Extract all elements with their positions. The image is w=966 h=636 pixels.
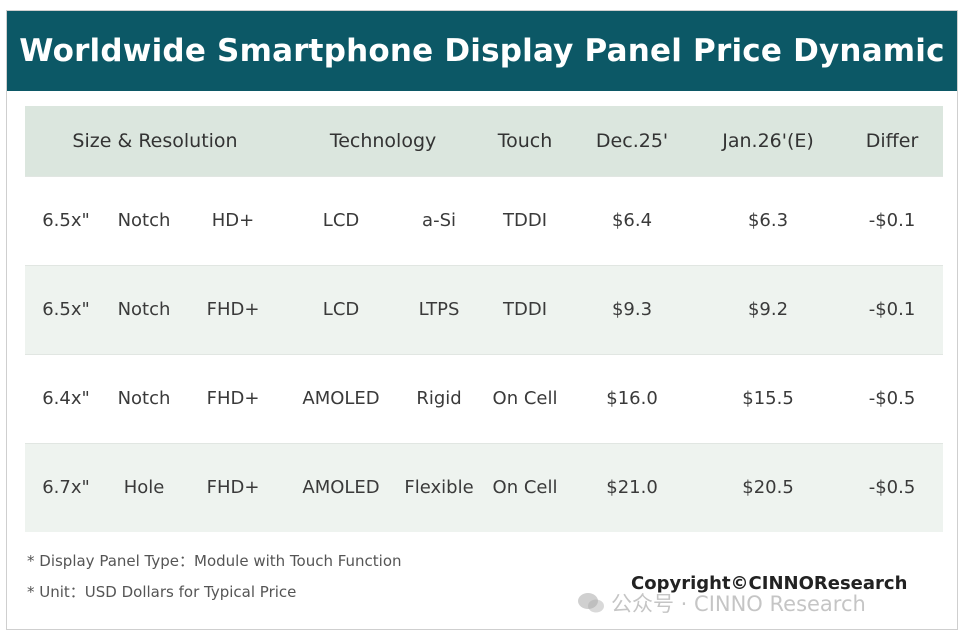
footnote-unit: * Unit：USD Dollars for Typical Price — [27, 583, 297, 601]
table-frame: Worldwide Smartphone Display Panel Price… — [6, 10, 958, 630]
cell-tech: LCD — [322, 299, 360, 320]
price-table: Size & Resolution Technology Touch Dec.2… — [25, 106, 944, 532]
cell-jan-price: $9.2 — [747, 299, 789, 320]
chart-title: Worldwide Smartphone Display Panel Price… — [19, 33, 945, 69]
header-differ: Differ — [865, 129, 919, 152]
cell-resolution: FHD+ — [206, 299, 260, 320]
cell-substrate: LTPS — [418, 299, 460, 320]
table-row: 6.5x" Notch HD+ LCD a-Si TDDI $6.4 $6.3 … — [25, 176, 944, 265]
cell-touch: TDDI — [503, 299, 548, 320]
cell-shape: Hole — [123, 477, 165, 499]
cell-shape: Notch — [117, 210, 171, 231]
cell-resolution: FHD+ — [206, 477, 260, 499]
cell-substrate: a-Si — [422, 210, 456, 231]
table-row: 6.4x" Notch FHD+ AMOLED Rigid On Cell $1… — [25, 354, 944, 443]
cell-jan-price: $15.5 — [742, 388, 794, 409]
table-header-row: Size & Resolution Technology Touch Dec.2… — [25, 106, 944, 176]
cell-size: 6.5x" — [42, 299, 90, 320]
cell-tech: AMOLED — [302, 388, 380, 409]
cell-resolution: HD+ — [211, 210, 255, 231]
header-jan: Jan.26'(E) — [722, 129, 814, 152]
cell-differ: -$0.1 — [868, 299, 916, 320]
cell-touch: On Cell — [492, 477, 558, 499]
cell-differ: -$0.5 — [868, 477, 916, 499]
cell-differ: -$0.1 — [868, 210, 916, 231]
copyright: Copyright©CINNOResearch — [631, 573, 908, 594]
cell-tech: AMOLED — [302, 477, 380, 499]
cell-size: 6.4x" — [42, 388, 90, 409]
cell-size: 6.5x" — [42, 210, 90, 231]
wechat-icon — [578, 593, 604, 613]
cell-dec-price: $6.4 — [611, 210, 653, 231]
watermark-text: 公众号 · CINNO Research — [611, 592, 866, 616]
cell-jan-price: $6.3 — [747, 210, 789, 231]
header-touch: Touch — [497, 129, 553, 152]
cell-size: 6.7x" — [42, 477, 90, 499]
cell-jan-price: $20.5 — [742, 477, 794, 499]
footnote-panel-type: * Display Panel Type：Module with Touch F… — [27, 552, 402, 570]
cell-dec-price: $16.0 — [606, 388, 658, 409]
header-dec: Dec.25' — [595, 129, 669, 152]
cell-touch: TDDI — [503, 210, 548, 231]
cell-substrate: Rigid — [416, 388, 462, 409]
cell-shape: Notch — [117, 388, 171, 409]
cell-dec-price: $9.3 — [611, 299, 653, 320]
watermark: 公众号 · CINNO Research — [577, 588, 866, 618]
cell-substrate: Flexible — [404, 477, 474, 499]
table-row: 6.5x" Notch FHD+ LCD LTPS TDDI $9.3 $9.2… — [25, 265, 944, 354]
cell-dec-price: $21.0 — [606, 477, 658, 499]
table-row: 6.7x" Hole FHD+ AMOLED Flexible On Cell … — [25, 443, 944, 532]
cell-resolution: FHD+ — [206, 388, 260, 409]
header-size-resolution: Size & Resolution — [72, 129, 238, 152]
cell-touch: On Cell — [492, 388, 558, 409]
header-technology: Technology — [329, 129, 437, 152]
title-bar: Worldwide Smartphone Display Panel Price… — [7, 11, 957, 91]
cell-differ: -$0.5 — [868, 388, 916, 409]
cell-tech: LCD — [322, 210, 360, 231]
footnotes: * Display Panel Type：Module with Touch F… — [27, 551, 402, 613]
cell-shape: Notch — [117, 299, 171, 320]
